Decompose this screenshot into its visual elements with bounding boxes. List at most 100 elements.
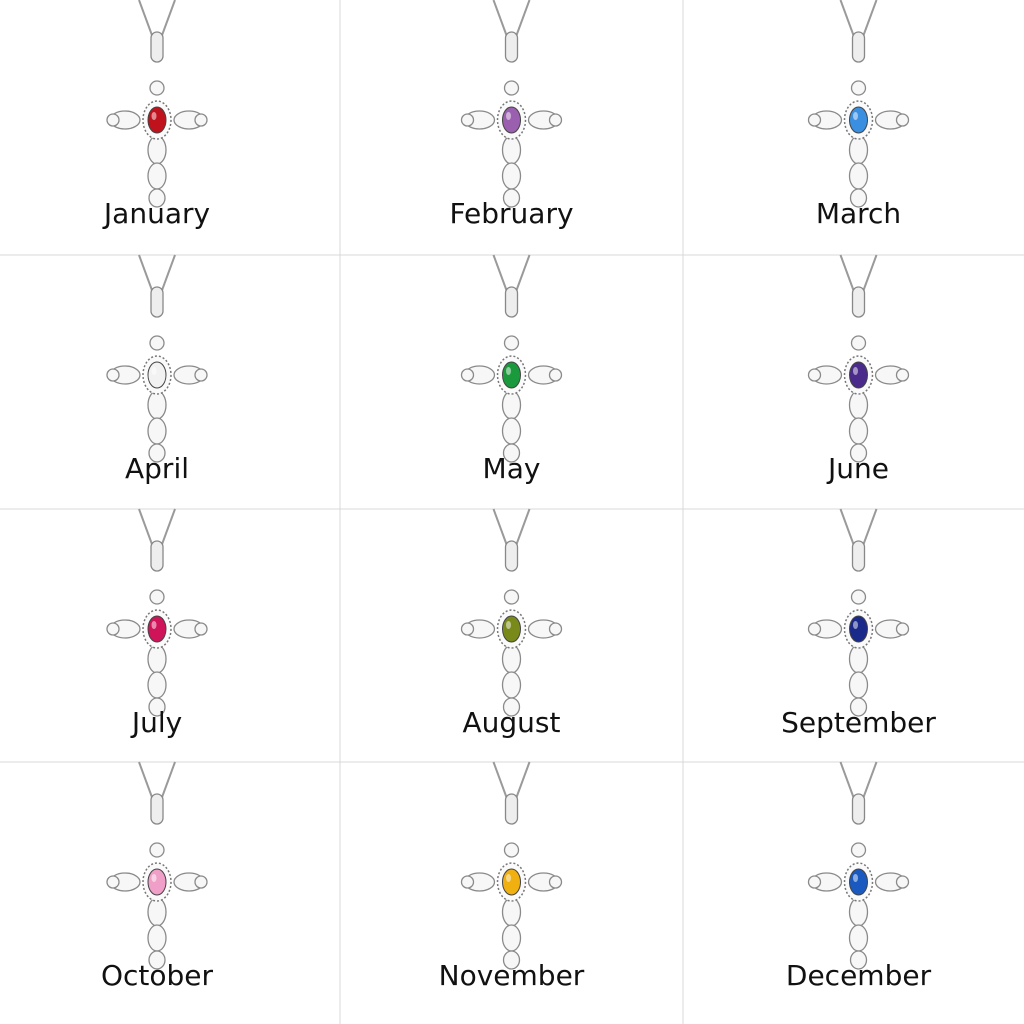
- stone: [895, 368, 910, 382]
- pendant: [106, 761, 208, 970]
- stone: [849, 443, 868, 463]
- stone: [502, 443, 521, 463]
- chain: [492, 0, 509, 39]
- chain: [861, 0, 878, 39]
- chain: [839, 0, 856, 39]
- stone: [848, 897, 869, 927]
- stone: [895, 113, 910, 127]
- gem-shine: [151, 367, 157, 375]
- pendant: [807, 761, 910, 970]
- gem-shine: [151, 874, 157, 882]
- month-label: January: [102, 197, 210, 230]
- bail: [504, 286, 519, 318]
- gem: [502, 615, 521, 643]
- stone: [849, 697, 868, 717]
- pendant: [460, 254, 563, 463]
- chain: [492, 508, 509, 548]
- stone: [149, 589, 165, 605]
- gem: [502, 868, 521, 896]
- pendant: [106, 254, 208, 463]
- bail: [504, 793, 519, 825]
- stone: [460, 368, 475, 382]
- stone: [850, 335, 867, 351]
- pendant: [807, 0, 910, 208]
- pendant: [106, 508, 208, 717]
- chain: [492, 254, 509, 294]
- pendant: [460, 761, 563, 970]
- pendant: [807, 254, 910, 463]
- chain: [160, 761, 176, 801]
- stone: [848, 671, 869, 699]
- pendant: [106, 0, 208, 208]
- stone: [147, 390, 167, 420]
- stone: [807, 875, 822, 889]
- stone: [503, 335, 520, 351]
- month-label: May: [483, 452, 541, 485]
- chain: [839, 761, 856, 801]
- stone: [502, 950, 521, 970]
- stone: [106, 113, 120, 127]
- stone: [501, 162, 522, 190]
- chain: [160, 254, 176, 294]
- gem: [147, 615, 167, 643]
- gem-shine: [151, 621, 157, 629]
- gem-shine: [853, 112, 858, 120]
- stone: [849, 950, 868, 970]
- bail: [851, 31, 866, 63]
- gem-shine: [506, 621, 511, 629]
- stone: [807, 622, 822, 636]
- stone: [149, 80, 165, 96]
- stone: [501, 644, 522, 674]
- month-label: March: [816, 197, 901, 230]
- month-label: November: [439, 959, 585, 992]
- stone: [147, 924, 167, 952]
- chain: [839, 508, 856, 548]
- chain: [839, 254, 856, 294]
- chain: [514, 761, 531, 801]
- bail: [851, 540, 866, 572]
- stone: [501, 897, 522, 927]
- stone: [460, 875, 475, 889]
- stone: [148, 188, 166, 208]
- stone: [895, 622, 910, 636]
- stone: [460, 113, 475, 127]
- stone: [849, 188, 868, 208]
- pendant: [460, 508, 563, 717]
- stone: [848, 644, 869, 674]
- gem-shine: [151, 112, 157, 120]
- stone: [501, 390, 522, 420]
- bail: [851, 793, 866, 825]
- stone: [503, 842, 520, 858]
- chain: [160, 0, 176, 39]
- stone: [850, 80, 867, 96]
- gem: [147, 361, 167, 389]
- stone: [501, 671, 522, 699]
- stone: [194, 368, 208, 382]
- gem-shine: [853, 367, 858, 375]
- month-label: July: [130, 706, 182, 739]
- stone: [147, 897, 167, 927]
- stone: [895, 875, 910, 889]
- chain: [138, 761, 154, 801]
- stone: [503, 80, 520, 96]
- gem: [502, 106, 521, 134]
- stone: [148, 950, 166, 970]
- stone: [807, 368, 822, 382]
- stone: [848, 390, 869, 420]
- bail: [504, 540, 519, 572]
- gem-shine: [506, 112, 511, 120]
- chain: [514, 254, 531, 294]
- stone: [460, 622, 475, 636]
- month-label: December: [786, 959, 932, 992]
- stone: [106, 622, 120, 636]
- bail: [150, 540, 164, 572]
- chain: [514, 508, 531, 548]
- stone: [194, 113, 208, 127]
- bail: [150, 31, 164, 63]
- chain: [861, 508, 878, 548]
- stone: [548, 875, 563, 889]
- gem-shine: [853, 874, 858, 882]
- bail: [851, 286, 866, 318]
- stone: [502, 697, 521, 717]
